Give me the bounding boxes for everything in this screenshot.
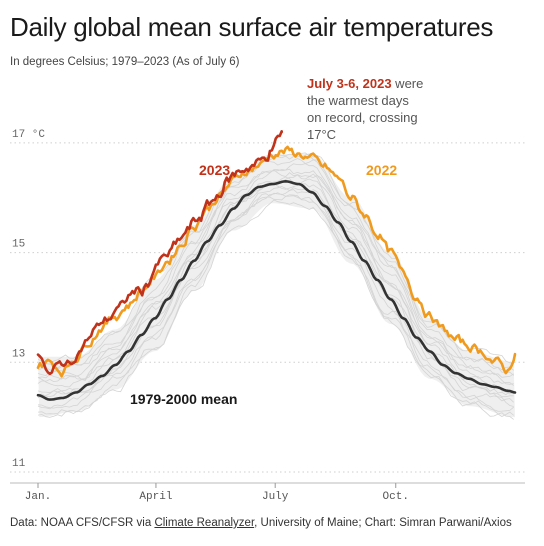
- source-note: Data: NOAA CFS/CFSR via Climate Reanalyz…: [10, 517, 512, 529]
- x-tick-Oct.: Oct.: [383, 491, 409, 503]
- record-annotation-line3: on record, crossing: [307, 110, 418, 125]
- x-tick-July: July: [262, 491, 289, 503]
- historical-year-line: [37, 158, 514, 376]
- series-2023-line: [36, 130, 283, 376]
- historical-year-line: [37, 185, 514, 409]
- axis-ticks: 11 13 15 17 °C Jan. April July Oct.: [12, 129, 409, 503]
- chart-subtitle: In degrees Celsius; 1979–2023 (As of Jul…: [10, 56, 240, 68]
- y-tick-15: 15: [12, 239, 25, 251]
- historical-year-line: [37, 194, 514, 412]
- series-mean-line: [36, 180, 517, 401]
- label-mean: 1979-2000 mean: [130, 391, 237, 407]
- series-lines: [36, 130, 517, 401]
- chart-title: Daily global mean surface air temperatur…: [10, 12, 494, 42]
- historical-year-line: [37, 168, 514, 388]
- historical-years-band: [37, 152, 515, 420]
- y-tick-17: 17 °C: [12, 129, 45, 141]
- record-annotation: July 3-6, 2023 were: [307, 76, 423, 91]
- label-2023: 2023: [199, 162, 230, 178]
- historical-year-line: [37, 187, 514, 403]
- source-link[interactable]: Climate Reanalyzer: [154, 517, 255, 529]
- source-suffix: , University of Maine; Chart: Simran Par…: [254, 517, 512, 529]
- series-2022-line: [36, 145, 517, 378]
- record-annotation-bold: July 3-6, 2023: [307, 76, 392, 91]
- record-annotation-line4: 17°C: [307, 127, 336, 142]
- record-annotation-line2: the warmest days: [307, 93, 409, 108]
- historical-year-line: [37, 181, 514, 398]
- x-tick-April: April: [139, 491, 172, 503]
- label-2022: 2022: [366, 162, 397, 178]
- x-tick-Jan.: Jan.: [25, 491, 51, 503]
- source-prefix: Data: NOAA CFS/CFSR via: [10, 517, 155, 529]
- record-annotation-line1: were: [392, 76, 424, 91]
- historical-year-line: [37, 169, 514, 385]
- historical-year-line: [37, 163, 514, 378]
- y-tick-11: 11: [12, 458, 26, 470]
- y-tick-13: 13: [12, 348, 25, 360]
